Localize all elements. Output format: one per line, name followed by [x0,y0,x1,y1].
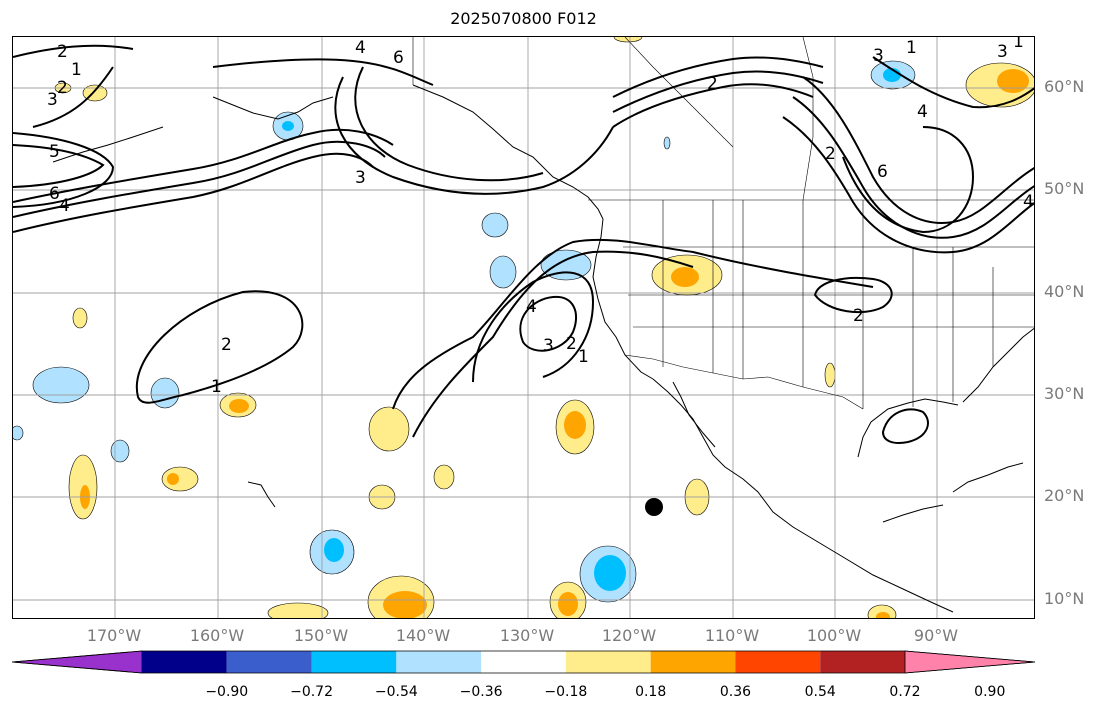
contour-label: 3 [997,42,1008,62]
contour-label: 2 [57,42,68,62]
colorbar-tick-label: 0.72 [889,684,921,700]
colorbar-cell [820,651,905,673]
colorbar-tick-label: 0.90 [974,684,1006,700]
contour-label: 3 [543,336,554,356]
colorbar-tick-label: −0.18 [544,684,588,700]
colorbar-cell [396,651,482,673]
colorbar-cell [142,651,227,673]
contour-lines [13,44,1034,444]
contour-label: 1 [71,60,82,80]
colorbar-cells [12,650,1036,674]
contour-label: 2 [825,144,836,164]
lon-label-130w: 130°W [499,626,555,645]
contour-label: 1 [1013,37,1024,52]
storm-center-dot [645,498,663,516]
contour-label: 2 [707,74,718,94]
lon-label-150w: 150°W [293,626,349,645]
contour-label: 2 [853,306,864,326]
contour-label: 4 [526,297,537,317]
lon-label-170w: 170°W [86,626,142,645]
lon-label-100w: 100°W [806,626,862,645]
lat-label-20n: 20°N [1044,486,1085,505]
lat-label-30n: 30°N [1044,384,1085,403]
contour-label: 4 [355,38,366,58]
colorbar-cell [650,651,736,673]
contour-label: 4 [1023,192,1034,212]
lat-label-50n: 50°N [1044,179,1085,198]
contour-label: 1 [211,377,222,397]
contour-label: 2 [566,334,577,354]
colorbar-tick-label: −0.90 [205,684,249,700]
colorbar-extend-low [12,650,143,674]
contour-label: 1 [906,38,917,58]
colorbar-cell [311,651,397,673]
colorbar-tick-label: −0.36 [459,684,503,700]
coastlines [52,84,1034,613]
lon-label-160w: 160°W [189,626,245,645]
contour-label: 3 [47,90,58,110]
lat-label-10n: 10°N [1044,589,1085,608]
contour-label: 6 [49,184,60,204]
colorbar-cell [565,651,651,673]
contour-label: 2 [221,335,232,355]
lat-label-40n: 40°N [1044,282,1085,301]
shaded-anomalies [13,37,1034,618]
contour-label: 4 [59,196,70,216]
colorbar-extend-high [904,650,1036,674]
lon-label-90w: 90°W [913,626,959,645]
lon-label-120w: 120°W [601,626,657,645]
lon-label-110w: 110°W [704,626,760,645]
colorbar [12,650,1036,674]
map-canvas: 2 1 2 3 5 6 4 4 6 3 1 2 2 3 1 4 3 2 1 2 … [13,37,1034,618]
contour-label: 5 [49,142,60,162]
colorbar-outline [12,650,1036,674]
colorbar-tick-label: 0.18 [635,684,667,700]
contour-label: 3 [873,46,884,66]
map-panel: 2 1 2 3 5 6 4 4 6 3 1 2 2 3 1 4 3 2 1 2 … [12,36,1035,619]
colorbar-tick-label: −0.54 [374,684,418,700]
contour-label: 6 [393,48,404,68]
colorbar-cell [226,651,312,673]
colorbar-cell [481,651,566,673]
contour-label: 1 [578,347,589,367]
colorbar-tick-label: 0.36 [719,684,752,700]
colorbar-tick-label: −0.72 [290,684,333,700]
lat-label-60n: 60°N [1044,77,1085,96]
map-title: 2025070800 F012 [450,9,597,28]
contour-label: 4 [917,102,928,122]
lon-label-140w: 140°W [395,626,451,645]
colorbar-tick-label: 0.54 [804,684,836,700]
contour-label: 3 [355,168,366,188]
contour-label: 6 [877,162,888,182]
colorbar-cell [735,651,821,673]
contour-label-group: 2 1 2 3 5 6 4 4 6 3 1 2 2 3 1 4 3 2 1 2 … [47,37,1034,397]
contour-label: 2 [57,78,68,98]
graticule [13,37,1034,618]
